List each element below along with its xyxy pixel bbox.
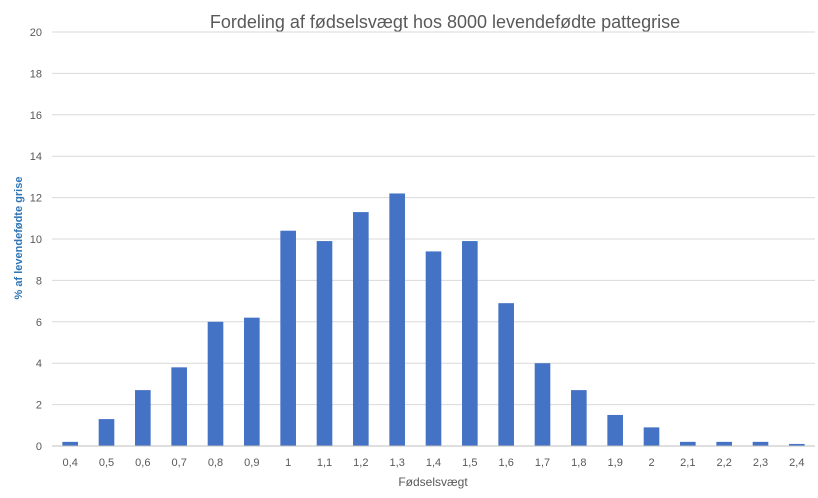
- y-tick-label: 0: [36, 441, 42, 453]
- bar: [716, 441, 732, 446]
- bar: [244, 317, 260, 446]
- y-tick-label: 14: [30, 151, 42, 163]
- y-tick-label: 20: [30, 27, 42, 39]
- bar: [498, 303, 514, 446]
- bar: [462, 241, 478, 446]
- y-tick-label: 8: [36, 275, 42, 287]
- x-tick-label: 1,7: [535, 457, 550, 469]
- x-tick-label: 0,9: [244, 457, 259, 469]
- bar: [280, 230, 296, 446]
- x-tick-label: 0,4: [63, 457, 78, 469]
- bar: [353, 212, 369, 446]
- bar: [534, 363, 551, 446]
- y-axis-label: % af levendefødte grise: [13, 177, 25, 300]
- x-tick-label: 2,1: [680, 457, 695, 469]
- y-tick-label: 4: [36, 358, 42, 370]
- y-tick-label: 16: [30, 110, 42, 122]
- x-tick-label: 1,4: [426, 457, 441, 469]
- bar: [643, 427, 660, 446]
- bar: [62, 441, 78, 446]
- x-tick-label: 1: [285, 457, 291, 469]
- y-tick-label: 2: [36, 400, 42, 412]
- bars: [62, 193, 805, 446]
- y-tick-label: 12: [30, 193, 42, 205]
- x-tick-label: 0,8: [208, 457, 223, 469]
- y-tick-label: 18: [30, 68, 42, 80]
- bar: [789, 443, 805, 446]
- bar: [607, 414, 623, 446]
- x-axis-label: Fødselsvægt: [398, 475, 468, 489]
- x-tick-label: 2: [648, 457, 654, 469]
- bar: [680, 441, 696, 446]
- bar: [316, 241, 333, 446]
- x-tick-label: 1,8: [571, 457, 586, 469]
- x-axis-ticks: 0,4 0,5 0,6 0,7 0,8 0,9 1 1,1 1,2 1,3 1,4 1,5 1,6 1,7…: [63, 457, 805, 469]
- gridlines: [52, 31, 815, 406]
- x-tick-label: 1,9: [608, 457, 623, 469]
- x-tick-label: 1,6: [499, 457, 514, 469]
- x-tick-label: 2,4: [789, 457, 804, 469]
- x-tick-label: 0,6: [135, 457, 150, 469]
- bar: [98, 419, 115, 446]
- x-tick-label: 1,2: [353, 457, 368, 469]
- y-tick-label: 10: [30, 234, 42, 246]
- x-tick-label: 0,7: [172, 457, 187, 469]
- x-tick-label: 1,5: [462, 457, 477, 469]
- x-tick-label: 0,5: [99, 457, 114, 469]
- y-axis-ticks: 0 2 4 6 8 10 12 14 16 18 20: [30, 27, 42, 453]
- bar: [389, 193, 405, 446]
- x-tick-label: 1,3: [390, 457, 405, 469]
- bar: [171, 367, 187, 446]
- bar: [752, 441, 769, 446]
- bar: [425, 251, 442, 446]
- chart-title: Fordeling af fødselsvægt hos 8000 levend…: [210, 12, 680, 32]
- x-tick-label: 2,2: [717, 457, 732, 469]
- bar: [207, 321, 224, 446]
- x-tick-label: 1,1: [317, 457, 332, 469]
- y-tick-label: 6: [36, 317, 42, 329]
- bar: [571, 390, 587, 446]
- bar: [135, 390, 151, 446]
- x-tick-label: 2,3: [753, 457, 768, 469]
